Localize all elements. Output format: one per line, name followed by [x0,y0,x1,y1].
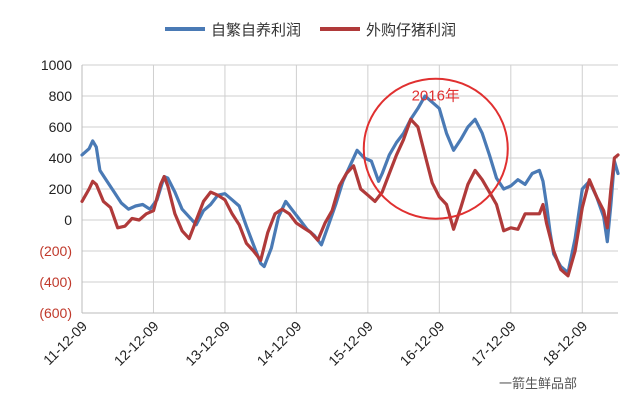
watermark-text: 一箭生鲜品部 [499,376,577,392]
y-tick-label: (400) [39,274,72,290]
y-tick-label: 400 [49,150,73,166]
legend: 自繁自养利润 外购仔猪利润 [165,21,456,39]
y-tick-label: (200) [39,243,72,259]
x-tick-label: 12-12-09 [111,318,162,369]
y-tick-label: 600 [49,119,73,135]
legend-label-0: 自繁自养利润 [211,21,301,39]
x-tick-label: 15-12-09 [325,318,376,369]
y-tick-label: 800 [49,88,73,104]
x-axis: 11-12-09 12-12-09 13-12-09 14-12-09 15-12-09… [40,312,618,369]
gridlines [81,64,618,314]
x-tick-label: 14-12-09 [254,318,305,369]
y-tick-label: 1000 [41,57,72,73]
y-tick-label: 0 [64,212,72,228]
legend-label-1: 外购仔猪利润 [366,21,456,39]
annotation: 2016年 [362,77,509,220]
x-tick-label: 17-12-09 [468,318,519,369]
series-line-1 [80,117,620,278]
y-axis: 1000 800 600 400 200 0 (200) (400) (600) [39,57,83,321]
annotation-circle [362,77,509,220]
series-line-0 [80,94,620,275]
y-tick-label: (600) [39,305,72,321]
x-tick-label: 13-12-09 [182,318,233,369]
x-tick-label: 18-12-09 [539,318,590,369]
annotation-label: 2016年 [412,88,460,105]
y-tick-label: 200 [49,181,73,197]
x-tick-label: 11-12-09 [40,318,90,368]
x-tick-label: 16-12-09 [397,318,448,369]
series-lines [80,94,620,278]
